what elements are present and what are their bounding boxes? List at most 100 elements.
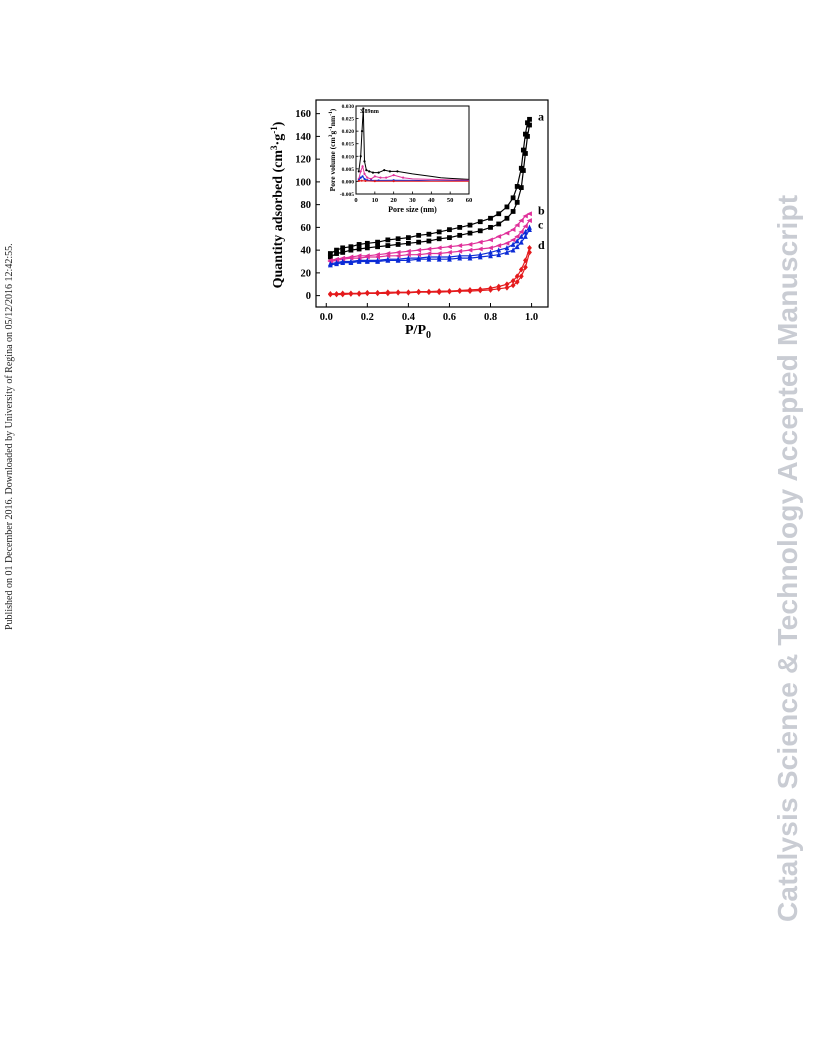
series-a-desorption-point (426, 231, 432, 237)
series-label-a: a (538, 109, 544, 123)
inset-series-group (357, 107, 470, 183)
series-c-adsorption-point (523, 233, 528, 239)
inset-x-tick-label: 30 (409, 197, 416, 204)
series-label-b: b (538, 204, 545, 218)
series-d-desorption-point (504, 281, 510, 288)
series-b-desorption-point (405, 248, 411, 254)
series-b-desorption-point (436, 245, 442, 251)
inset-series-c-point (361, 175, 364, 178)
series-c-adsorption-point (514, 243, 520, 250)
main-series-group (327, 116, 532, 298)
series-b-desorption-point (374, 252, 380, 258)
series-c-desorption-point (523, 229, 528, 235)
series-a-adsorption-point (496, 221, 502, 227)
series-b-desorption-point (467, 242, 473, 247)
series-b-adsorption-point (446, 250, 452, 255)
series-c-adsorption-point (496, 251, 502, 258)
series-b-desorption-point (522, 213, 528, 219)
series-c-desorption-point (488, 249, 493, 255)
inset-series-a-point (365, 169, 368, 172)
main-x-tick-label: 1.0 (525, 312, 538, 323)
inset-y-tick-label: 0.005 (342, 167, 355, 173)
series-b-desorption-point (333, 256, 339, 262)
series-b-adsorption-point (514, 234, 520, 239)
series-d-adsorption-point (518, 273, 524, 280)
main-y-tick-label: 20 (301, 268, 312, 279)
series-c-desorption-point (327, 260, 333, 267)
main-y-tick-label: 60 (301, 223, 312, 234)
inset-x-axis-label: Pore size (nm) (388, 205, 437, 214)
series-a-desorption-point (334, 247, 339, 253)
series-b-desorption-point (518, 218, 524, 223)
series-d-desorption-point (426, 288, 432, 295)
series-a-adsorption-point (514, 199, 520, 205)
series-c-adsorption-point (488, 252, 493, 259)
series-c-desorption-point (477, 251, 483, 258)
series-b-adsorption-point (415, 252, 422, 258)
series-a-desorption-point (327, 251, 333, 256)
series-a-desorption-point (467, 222, 473, 228)
inset-y-tick-label: 0.000 (342, 179, 355, 185)
series-c-desorption-point (416, 255, 422, 261)
main-y-tick-label: 80 (301, 200, 312, 211)
series-d-desorption-point (416, 288, 422, 295)
series-c-desorption-point (436, 254, 442, 260)
series-c (327, 224, 532, 268)
series-b-adsorption-point (526, 218, 532, 223)
inset-series-a-point (357, 170, 360, 173)
inset-series-b-point (373, 175, 376, 178)
series-b-adsorption-point (426, 251, 432, 256)
inset-series-b-point (392, 174, 395, 177)
series-d-adsorption-point (523, 264, 528, 271)
series-a-desorption-point (527, 116, 532, 122)
series-c-desorption-point (340, 258, 346, 264)
inset-series-a-point (359, 155, 362, 158)
series-a-adsorption-point (348, 247, 354, 253)
main-x-axis-label: P/P0 (405, 323, 431, 341)
series-a-desorption-point (518, 165, 524, 171)
series-d-adsorption-point (504, 284, 510, 291)
series-d-desorption-point (395, 289, 401, 296)
series-b-desorption-point (395, 250, 401, 255)
series-a-adsorption-point (395, 242, 401, 247)
series-c-desorption-point (375, 257, 380, 263)
series-d-desorption-point (457, 287, 463, 294)
inset-series-d-point (364, 179, 367, 183)
inset-y-ticks: -0.005 0.000 0.005 0.010 0.015 0.020 0.025 0.03… (340, 104, 359, 198)
series-d-desorption-point (385, 289, 391, 296)
inset-x-tick-label: 20 (390, 197, 397, 204)
series-b-desorption-point (339, 255, 346, 261)
series-c-desorption-point (514, 238, 520, 244)
series-d-adsorption-point (514, 279, 520, 285)
series-a-desorption-point (477, 219, 483, 225)
main-x-tick-label: 0.4 (402, 312, 416, 323)
inset-series-c-point (363, 177, 366, 181)
publication-note: Published on 01 December 2016. Downloade… (4, 243, 15, 630)
inset-series-a-point (388, 170, 391, 173)
inset-peak-annotation: 3.89nm (360, 109, 379, 115)
inset-series-b-point (361, 165, 364, 168)
inset-x-tick-label: 10 (372, 197, 379, 204)
series-a-adsorption-point (457, 232, 463, 238)
series-a-desorption-point (356, 242, 362, 247)
series-a-desorption-point (447, 227, 452, 233)
series-a-adsorption-point (518, 185, 524, 190)
series-a-desorption-point (405, 235, 411, 241)
series-d-desorption-point (356, 290, 362, 297)
isotherm-figure: 0.0 0.2 0.4 0.6 0.8 1.0 0 20 40 60 80 100 120 140 160… (258, 88, 558, 353)
main-y-tick-label: 140 (295, 132, 311, 143)
series-c-adsorption-point (518, 239, 524, 245)
series-a-desorption-point (375, 239, 380, 245)
series-d-desorption-point (364, 289, 370, 296)
series-b-desorption-point (487, 237, 493, 243)
series-a-desorption-point (395, 236, 401, 242)
series-d-desorption-point (527, 244, 532, 251)
inset-y-tick-label: 0.010 (342, 154, 355, 160)
series-a-adsorption-point (426, 238, 432, 244)
series-d-desorption-point (518, 266, 524, 273)
series-c-desorption-point (504, 244, 510, 251)
inset-x-tick-label: 60 (466, 197, 473, 204)
series-label-d: d (538, 238, 545, 252)
series-b-adsorption-point (405, 252, 411, 258)
inset-series-a (357, 107, 470, 180)
